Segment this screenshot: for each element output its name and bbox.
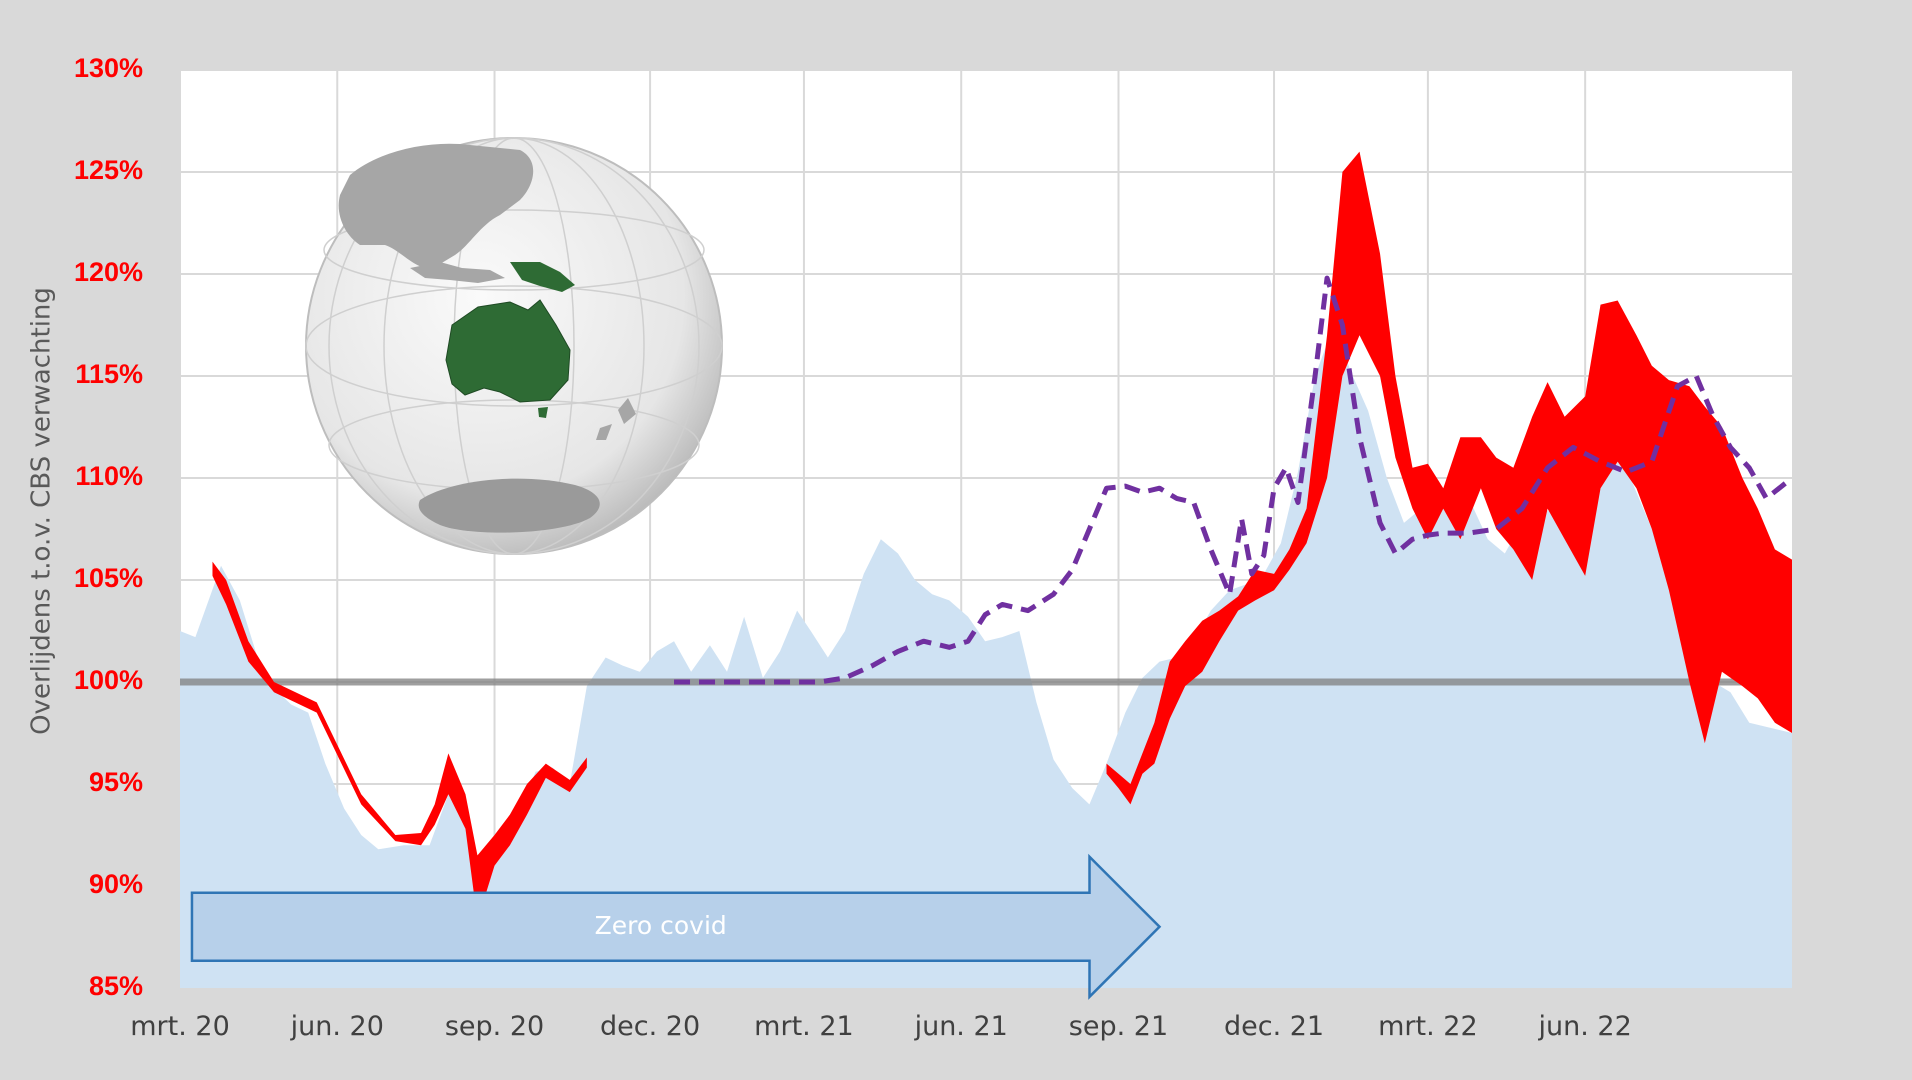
line-layer — [674, 275, 1794, 685]
new-guinea-landmass — [510, 262, 575, 292]
x-tick-label: mrt. 22 — [1378, 1011, 1478, 1042]
y-tick-label: 100% — [74, 665, 143, 695]
band-layer — [212, 151, 1792, 921]
zero-covid-label: Zero covid — [595, 911, 727, 940]
y-tick-label: 120% — [74, 257, 143, 287]
tasmania-landmass — [538, 407, 548, 418]
y-tick-label: 130% — [74, 53, 143, 83]
x-tick-label: mrt. 21 — [754, 1011, 854, 1042]
zero-covid-annotation: Zero covid — [190, 853, 1162, 1000]
y-axis-label: Overlijdens t.o.v. CBS verwachting — [27, 287, 57, 735]
globe-illustration — [305, 137, 723, 555]
australia-landmass — [445, 299, 571, 403]
x-tick-label: jun. 21 — [914, 1011, 1008, 1042]
x-tick-label: dec. 20 — [600, 1011, 700, 1042]
antarctica-landmass — [418, 478, 600, 533]
x-tick-label: jun. 22 — [1538, 1011, 1632, 1042]
x-tick-label: jun. 20 — [290, 1011, 384, 1042]
x-tick-labels: mrt. 20 jun. 20 sep. 20 dec. 20 mrt. 21 jun. … — [130, 1011, 1632, 1042]
y-tick-label: 90% — [89, 869, 143, 899]
x-tick-label: sep. 20 — [445, 1011, 544, 1042]
area-layer — [180, 325, 1792, 988]
zero-covid-arrow — [190, 853, 1162, 1000]
y-tick-labels: 85% 90% 95% 100% 105% 110% 115% 120% 125% 130% — [74, 53, 143, 1001]
y-tick-label: 85% — [89, 971, 143, 1001]
y-tick-label: 125% — [74, 155, 143, 185]
series-line-3 — [674, 275, 1794, 685]
x-tick-label: dec. 21 — [1224, 1011, 1324, 1042]
x-tick-label: sep. 21 — [1069, 1011, 1168, 1042]
y-tick-label: 110% — [75, 461, 143, 491]
series-band-2 — [1106, 151, 1792, 805]
y-tick-label: 115% — [75, 359, 143, 389]
indonesia-islands — [410, 262, 505, 283]
y-tick-label: 105% — [74, 563, 143, 593]
x-tick-label: mrt. 20 — [130, 1011, 230, 1042]
asia-landmass — [338, 143, 534, 270]
series-area-0 — [180, 325, 1792, 988]
new-zealand-landmass — [596, 398, 636, 440]
y-tick-label: 95% — [89, 767, 143, 797]
